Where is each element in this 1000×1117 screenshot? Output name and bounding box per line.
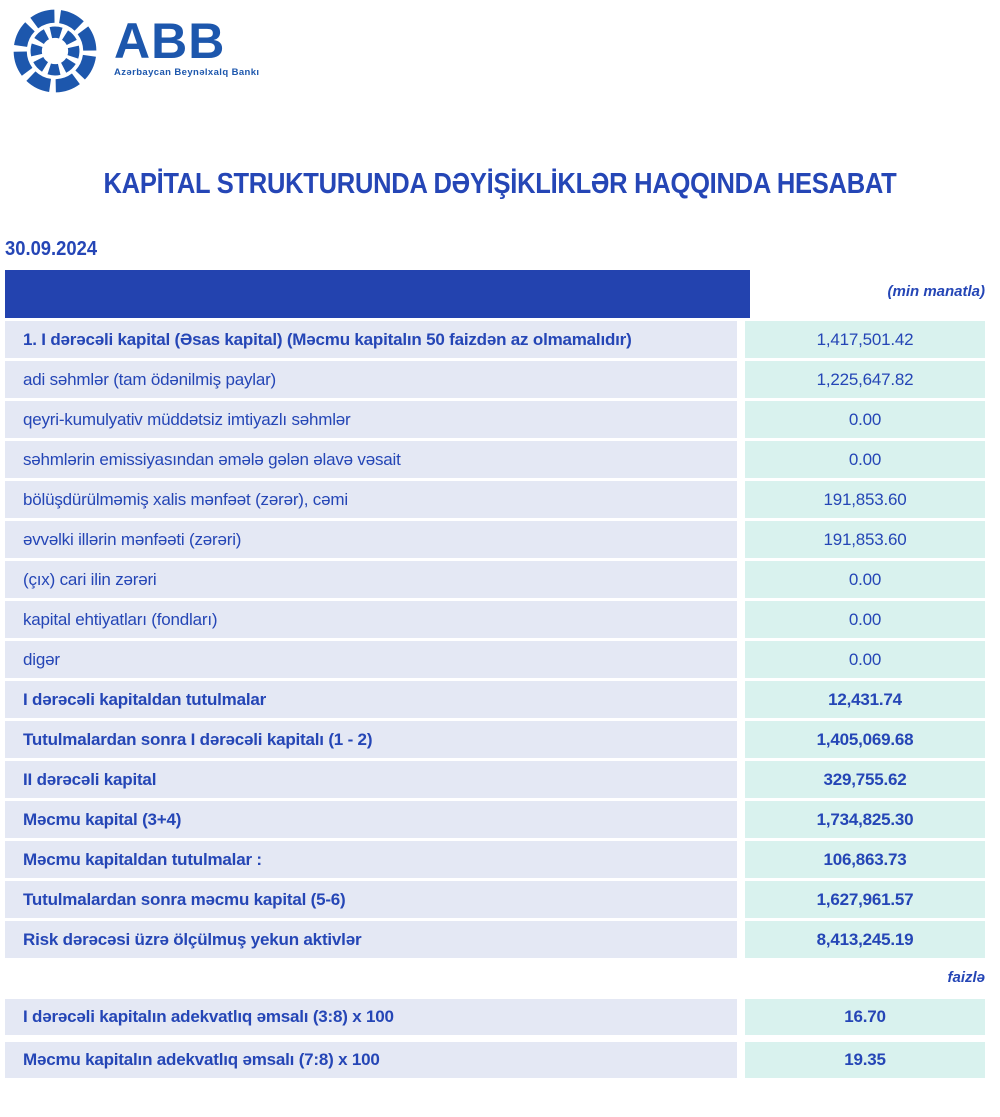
row-value: 0.00: [745, 441, 985, 478]
row-value: 191,853.60: [745, 521, 985, 558]
table-row: qeyri-kumulyativ müddətsiz imtiyazlı səh…: [5, 401, 985, 438]
row-value: 0.00: [745, 601, 985, 638]
table-row: adi səhmlər (tam ödənilmiş paylar) 1,225…: [5, 361, 985, 398]
table-row: 1. I dərəcəli kapital (Əsas kapital) (Mə…: [5, 321, 985, 358]
table-row: Tutulmalardan sonra I dərəcəli kapitalı …: [5, 721, 985, 758]
row-label: kapital ehtiyatları (fondları): [5, 601, 737, 638]
row-value: 329,755.62: [745, 761, 985, 798]
row-label: (çıx) cari ilin zərəri: [5, 561, 737, 598]
row-value: 1,225,647.82: [745, 361, 985, 398]
row-label: I dərəcəli kapitaldan tutulmalar: [5, 681, 737, 718]
row-label: digər: [5, 641, 737, 678]
row-label: 1. I dərəcəli kapital (Əsas kapital) (Mə…: [5, 321, 737, 358]
adequacy-ratio-table: I dərəcəli kapitalın adekvatlıq əmsalı (…: [5, 999, 985, 1085]
row-label: Tutulmalardan sonra I dərəcəli kapitalı …: [5, 721, 737, 758]
row-label: Məcmu kapitaldan tutulmalar :: [5, 841, 737, 878]
table-row: Məcmu kapitaldan tutulmalar : 106,863.73: [5, 841, 985, 878]
report-title: KAPİTAL STRUKTURUNDA DƏYİŞİKLİKLƏR HAQQI…: [103, 168, 897, 200]
row-label: Məcmu kapitalın adekvatlıq əmsalı (7:8) …: [5, 1042, 737, 1078]
table-row: kapital ehtiyatları (fondları) 0.00: [5, 601, 985, 638]
unit-note-min-manatla: (min manatla): [887, 283, 985, 300]
row-value: 0.00: [745, 561, 985, 598]
table-row: Məcmu kapital (3+4) 1,734,825.30: [5, 801, 985, 838]
abb-tagline: Azərbaycan Beynəlxalq Bankı: [114, 67, 260, 78]
capital-structure-table: 1. I dərəcəli kapital (Əsas kapital) (Mə…: [5, 321, 985, 961]
row-value: 16.70: [745, 999, 985, 1035]
abb-logo: ABB Azərbaycan Beynəlxalq Bankı: [8, 4, 259, 98]
table-row: bölüşdürülməmiş xalis mənfəət (zərər), c…: [5, 481, 985, 518]
row-value: 0.00: [745, 401, 985, 438]
row-value: 8,413,245.19: [745, 921, 985, 958]
row-value: 0.00: [745, 641, 985, 678]
row-label: II dərəcəli kapital: [5, 761, 737, 798]
table-row: səhmlərin emissiyasından əmələ gələn əla…: [5, 441, 985, 478]
row-value: 1,405,069.68: [745, 721, 985, 758]
row-label: I dərəcəli kapitalın adekvatlıq əmsalı (…: [5, 999, 737, 1035]
table-row: (çıx) cari ilin zərəri 0.00: [5, 561, 985, 598]
abb-brand-name: ABB: [114, 13, 226, 69]
table-row: Risk dərəcəsi üzrə ölçülmuş yekun aktivl…: [5, 921, 985, 958]
abb-logo-text: ABB Azərbaycan Beynəlxalq Bankı: [114, 13, 260, 78]
row-value: 1,417,501.42: [745, 321, 985, 358]
table-row: I dərəcəli kapitalın adekvatlıq əmsalı (…: [5, 999, 985, 1035]
unit-note-faizle: faizlə: [947, 969, 985, 986]
row-label: bölüşdürülməmiş xalis mənfəət (zərər), c…: [5, 481, 737, 518]
row-value: 1,734,825.30: [745, 801, 985, 838]
row-label: Məcmu kapital (3+4): [5, 801, 737, 838]
row-label: adi səhmlər (tam ödənilmiş paylar): [5, 361, 737, 398]
table-row: II dərəcəli kapital 329,755.62: [5, 761, 985, 798]
row-value: 12,431.74: [745, 681, 985, 718]
row-label: səhmlərin emissiyasından əmələ gələn əla…: [5, 441, 737, 478]
table-row: Tutulmalardan sonra məcmu kapital (5-6) …: [5, 881, 985, 918]
row-value: 106,863.73: [745, 841, 985, 878]
table-row: digər 0.00: [5, 641, 985, 678]
row-value: 19.35: [745, 1042, 985, 1078]
row-label: Risk dərəcəsi üzrə ölçülmuş yekun aktivl…: [5, 921, 737, 958]
row-label: əvvəlki illərin mənfəəti (zərəri): [5, 521, 737, 558]
report-date: 30.09.2024: [5, 238, 98, 260]
row-label: qeyri-kumulyativ müddətsiz imtiyazlı səh…: [5, 401, 737, 438]
table-row: əvvəlki illərin mənfəəti (zərəri) 191,85…: [5, 521, 985, 558]
table-row: I dərəcəli kapitaldan tutulmalar 12,431.…: [5, 681, 985, 718]
abb-pinwheel-icon: [13, 9, 97, 93]
table-header-bar: [5, 270, 750, 318]
row-value: 1,627,961.57: [745, 881, 985, 918]
row-value: 191,853.60: [745, 481, 985, 518]
table-row: Məcmu kapitalın adekvatlıq əmsalı (7:8) …: [5, 1042, 985, 1078]
row-label: Tutulmalardan sonra məcmu kapital (5-6): [5, 881, 737, 918]
